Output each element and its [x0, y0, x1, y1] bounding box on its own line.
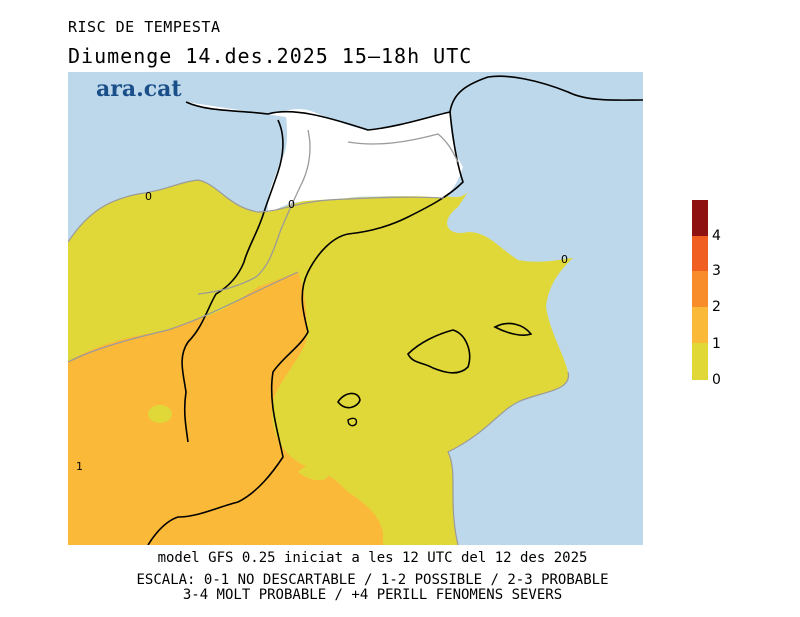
legend-tick-4: 4	[712, 228, 721, 244]
coastline	[185, 75, 643, 131]
model-run-info: model GFS 0.25 iniciat a les 12 UTC del …	[157, 550, 588, 566]
contour-label: 0	[288, 198, 295, 211]
orange-risk-zone	[68, 272, 383, 545]
legend-swatch-4-plus	[692, 200, 708, 236]
map-title: RISC DE TEMPESTA	[68, 18, 221, 36]
island-formentera	[347, 417, 358, 427]
region-boundary	[197, 129, 459, 295]
island-ibiza	[337, 392, 361, 409]
inner-low-risk-patch	[148, 405, 172, 423]
legend-swatch-2-3	[692, 271, 708, 307]
legend-swatch-0-1	[692, 343, 708, 380]
forecast-date-time: Diumenge 14.des.2025 15–18h UTC	[68, 44, 473, 68]
contour-label: 0	[145, 190, 152, 203]
storm-risk-map: 0 0 0 1	[68, 72, 643, 545]
brand-logo: ara.cat	[96, 76, 182, 102]
legend-swatch-3-4	[692, 236, 708, 271]
scale-description-line-2: 3-4 MOLT PROBABLE / +4 PERILL FENOMENS S…	[182, 587, 563, 603]
contour-line	[68, 179, 569, 545]
inner-low-risk-patch-2	[298, 463, 330, 481]
contour-label: 0	[561, 253, 568, 266]
coastline-iberia	[147, 111, 464, 545]
legend-tick-2: 2	[712, 299, 721, 315]
island-menorca	[493, 322, 533, 336]
island-mallorca	[407, 329, 471, 374]
contour-label: 1	[76, 460, 83, 473]
legend-tick-1: 1	[712, 336, 721, 352]
legend-tick-0: 0	[712, 372, 721, 388]
scale-description-line-1: ESCALA: 0-1 NO DESCARTABLE / 1-2 POSSIBL…	[136, 572, 609, 588]
border-line	[181, 119, 284, 443]
legend-tick-3: 3	[712, 263, 721, 279]
legend-swatch-1-2	[692, 307, 708, 343]
unfilled-area-france	[186, 102, 463, 212]
